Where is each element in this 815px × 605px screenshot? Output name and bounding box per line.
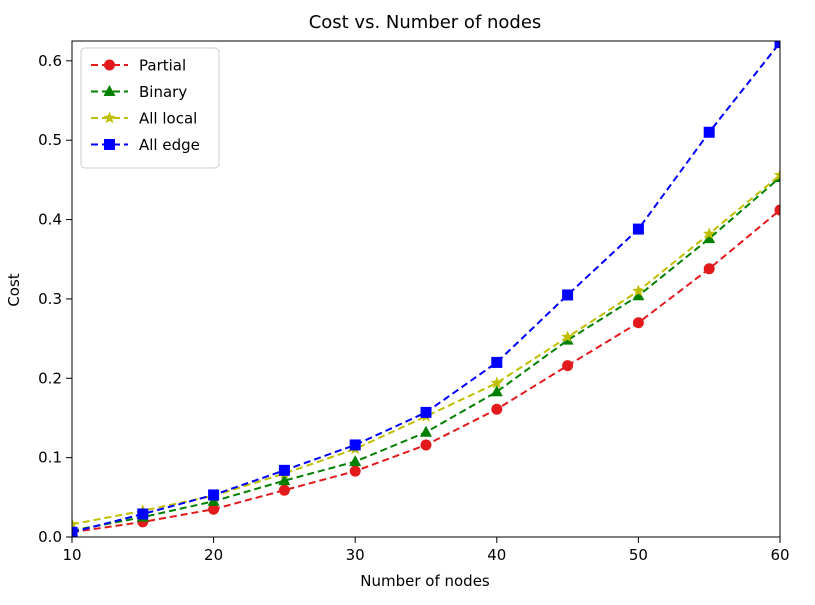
data-point-binary — [420, 425, 432, 437]
data-point-all-local — [72, 517, 79, 530]
x-tick-label: 60 — [770, 546, 789, 564]
ticks-layer: 10 20 30 40 50 60 0.0 0.1 0.2 0.3 0.4 0.5 0.6 — [38, 52, 789, 564]
legend-box — [80, 47, 220, 169]
x-tick-label: 50 — [629, 546, 648, 564]
legend-label-partial: Partial — [139, 57, 186, 75]
y-tick-label: 0.3 — [38, 290, 62, 308]
data-point-all-edge — [774, 41, 780, 49]
data-point-all-edge — [703, 126, 715, 138]
y-tick-label: 0.4 — [38, 211, 62, 229]
data-point-all-local — [490, 376, 503, 389]
y-tick-label: 0.5 — [38, 131, 62, 149]
data-point-all-edge — [562, 289, 574, 301]
data-point-binary — [703, 232, 716, 244]
data-point-partial — [562, 360, 574, 372]
x-axis-label: Number of nodes — [360, 572, 490, 590]
data-point-all-edge — [632, 223, 644, 235]
x-tick-label: 30 — [346, 546, 365, 564]
data-point-partial — [208, 503, 220, 515]
data-point-partial — [703, 263, 715, 275]
legend-label-binary: Binary — [139, 83, 187, 101]
series-binary — [72, 170, 780, 536]
data-point-all-edge — [420, 406, 432, 418]
series-line-partial — [72, 209, 780, 534]
data-point-all-edge — [208, 489, 220, 501]
y-tick-label: 0.2 — [38, 369, 62, 387]
y-tick-label: 0.6 — [38, 52, 62, 70]
series-line-all-local — [72, 174, 780, 526]
data-point-all-local — [773, 168, 780, 181]
y-tick-label: 0.0 — [38, 528, 62, 546]
data-point-all-edge — [72, 526, 78, 537]
legend: Partial Binary All local All edge — [80, 47, 220, 169]
data-point-all-edge — [491, 356, 503, 368]
series-all-edge — [72, 41, 780, 537]
data-point-all-local — [632, 284, 645, 297]
data-point-binary — [632, 289, 645, 301]
data-point-all-edge — [349, 439, 361, 451]
data-point-binary — [490, 385, 503, 397]
series-all-local — [72, 168, 780, 530]
legend-item-binary: Binary — [91, 83, 187, 101]
data-point-all-edge — [278, 464, 290, 476]
legend-label-all-local: All local — [139, 110, 197, 128]
x-tick-label: 10 — [62, 546, 81, 564]
y-tick-label: 0.1 — [38, 449, 62, 467]
data-point-partial — [491, 403, 503, 415]
chart-title: Cost vs. Number of nodes — [309, 12, 542, 33]
legend-item-all-edge: All edge — [91, 136, 200, 154]
legend-marker-all-edge — [104, 139, 115, 150]
series-partial — [72, 204, 780, 537]
legend-marker-all-local — [103, 111, 116, 124]
legend-marker-binary — [103, 85, 116, 96]
data-point-partial — [420, 439, 432, 451]
plot-frame — [71, 40, 781, 538]
series-line-binary — [72, 176, 780, 532]
data-point-partial — [774, 204, 780, 216]
x-tick-label: 20 — [204, 546, 223, 564]
data-point-binary — [349, 455, 362, 467]
legend-marker-partial — [104, 59, 115, 71]
legend-item-all-local: All local — [91, 110, 197, 128]
data-point-partial — [349, 465, 361, 477]
data-point-partial — [632, 317, 644, 329]
data-point-all-local — [561, 330, 574, 343]
legend-label-all-edge: All edge — [139, 136, 200, 154]
data-point-binary — [278, 474, 291, 486]
series-layer — [72, 41, 780, 537]
x-tick-label: 40 — [487, 546, 506, 564]
y-axis-label: Cost — [5, 273, 23, 306]
legend-item-partial: Partial — [91, 57, 186, 75]
data-point-partial — [278, 484, 290, 496]
data-point-all-local — [703, 227, 716, 240]
data-point-all-edge — [137, 508, 149, 520]
